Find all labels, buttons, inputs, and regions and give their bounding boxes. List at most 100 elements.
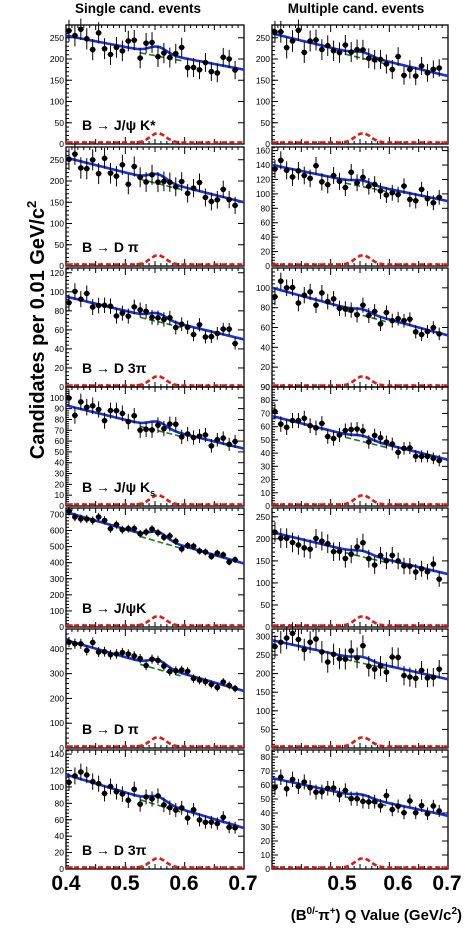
- data-point: [307, 422, 313, 429]
- data-point: [72, 640, 78, 647]
- channel-label: B → J/ψK: [82, 600, 146, 616]
- data-point: [301, 779, 308, 785]
- data-point: [78, 399, 84, 405]
- y-tick-label: 60: [261, 422, 271, 432]
- data-point: [412, 73, 419, 79]
- data-point: [348, 647, 355, 654]
- data-point: [113, 788, 120, 795]
- data-point: [324, 659, 331, 665]
- total-fit-line: [65, 34, 245, 71]
- signal-component-line: [272, 131, 448, 144]
- data-point: [101, 648, 108, 655]
- y-tick-label: 250: [50, 155, 64, 165]
- background-fit-line: [140, 425, 182, 438]
- data-point: [336, 49, 343, 56]
- y-tick-label: 70: [261, 766, 271, 776]
- data-point: [278, 639, 284, 646]
- data-point: [196, 548, 203, 554]
- data-point: [283, 635, 290, 641]
- y-tick-label: 200: [256, 54, 270, 64]
- data-point: [66, 27, 72, 34]
- data-point: [360, 539, 366, 546]
- background-fit-line: [139, 535, 182, 550]
- data-point: [307, 639, 313, 645]
- data-point: [319, 46, 325, 53]
- data-point: [202, 59, 209, 66]
- data-point: [360, 47, 366, 53]
- data-point: [101, 302, 108, 309]
- data-point: [125, 418, 132, 425]
- data-point: [424, 195, 431, 202]
- data-point: [424, 810, 431, 817]
- data-point: [107, 651, 114, 658]
- data-point: [354, 544, 360, 550]
- data-point: [107, 783, 114, 790]
- data-point: [389, 66, 396, 73]
- data-point: [161, 316, 167, 323]
- y-tick-label: 40: [55, 458, 65, 468]
- signal-component-line: [272, 856, 448, 869]
- data-point: [289, 776, 296, 783]
- x-tick-label: 0.4: [51, 872, 81, 895]
- data-point: [436, 808, 443, 814]
- data-point: [395, 449, 401, 456]
- data-point: [101, 155, 108, 162]
- data-point: [295, 27, 302, 34]
- y-tick-label: 50: [261, 118, 271, 128]
- data-point: [155, 657, 161, 664]
- data-point: [354, 426, 360, 432]
- data-point: [330, 651, 337, 658]
- data-point: [289, 174, 296, 180]
- data-point: [143, 662, 149, 669]
- data-point: [324, 181, 331, 188]
- data-point: [289, 630, 296, 637]
- data-point: [307, 38, 313, 44]
- data-point: [95, 514, 102, 520]
- data-point: [113, 313, 120, 319]
- data-point: [161, 802, 167, 808]
- data-point: [72, 514, 78, 520]
- y-tick-label: 700: [50, 509, 64, 519]
- data-point: [330, 47, 337, 54]
- data-point: [167, 314, 173, 321]
- signal-component-line: [272, 493, 448, 506]
- y-tick-label: 120: [50, 766, 64, 776]
- data-point: [226, 326, 232, 332]
- data-point: [214, 820, 221, 827]
- data-point: [424, 328, 431, 335]
- x-tick-label: 0.5: [110, 872, 140, 895]
- data-point: [208, 819, 215, 825]
- total-fit-line: [65, 156, 245, 204]
- data-point: [395, 803, 401, 809]
- data-point: [107, 170, 114, 176]
- data-point: [348, 49, 355, 55]
- data-point: [184, 542, 191, 549]
- data-point: [184, 64, 191, 71]
- data-point: [125, 313, 132, 319]
- data-point: [401, 445, 407, 452]
- panel-frame: [271, 24, 449, 145]
- data-point: [95, 780, 102, 787]
- data-point: [348, 795, 355, 802]
- data-point: [407, 196, 413, 203]
- data-point: [161, 50, 167, 56]
- data-point: [226, 559, 232, 565]
- data-point: [78, 769, 84, 775]
- data-point: [196, 179, 203, 186]
- data-point: [119, 526, 126, 533]
- data-point: [214, 550, 221, 556]
- data-point: [89, 402, 96, 409]
- y-tick-label: 0: [59, 261, 64, 271]
- data-point: [383, 309, 390, 316]
- data-point: [377, 321, 384, 327]
- data-point: [313, 37, 319, 43]
- signal-component-line: [272, 735, 448, 748]
- x-tick-label: 0.6: [383, 872, 412, 895]
- data-point: [66, 299, 72, 306]
- data-point: [167, 54, 173, 61]
- data-point: [324, 298, 331, 305]
- data-point: [336, 432, 343, 438]
- y-tick-label: 200: [50, 693, 64, 703]
- data-point: [172, 50, 179, 57]
